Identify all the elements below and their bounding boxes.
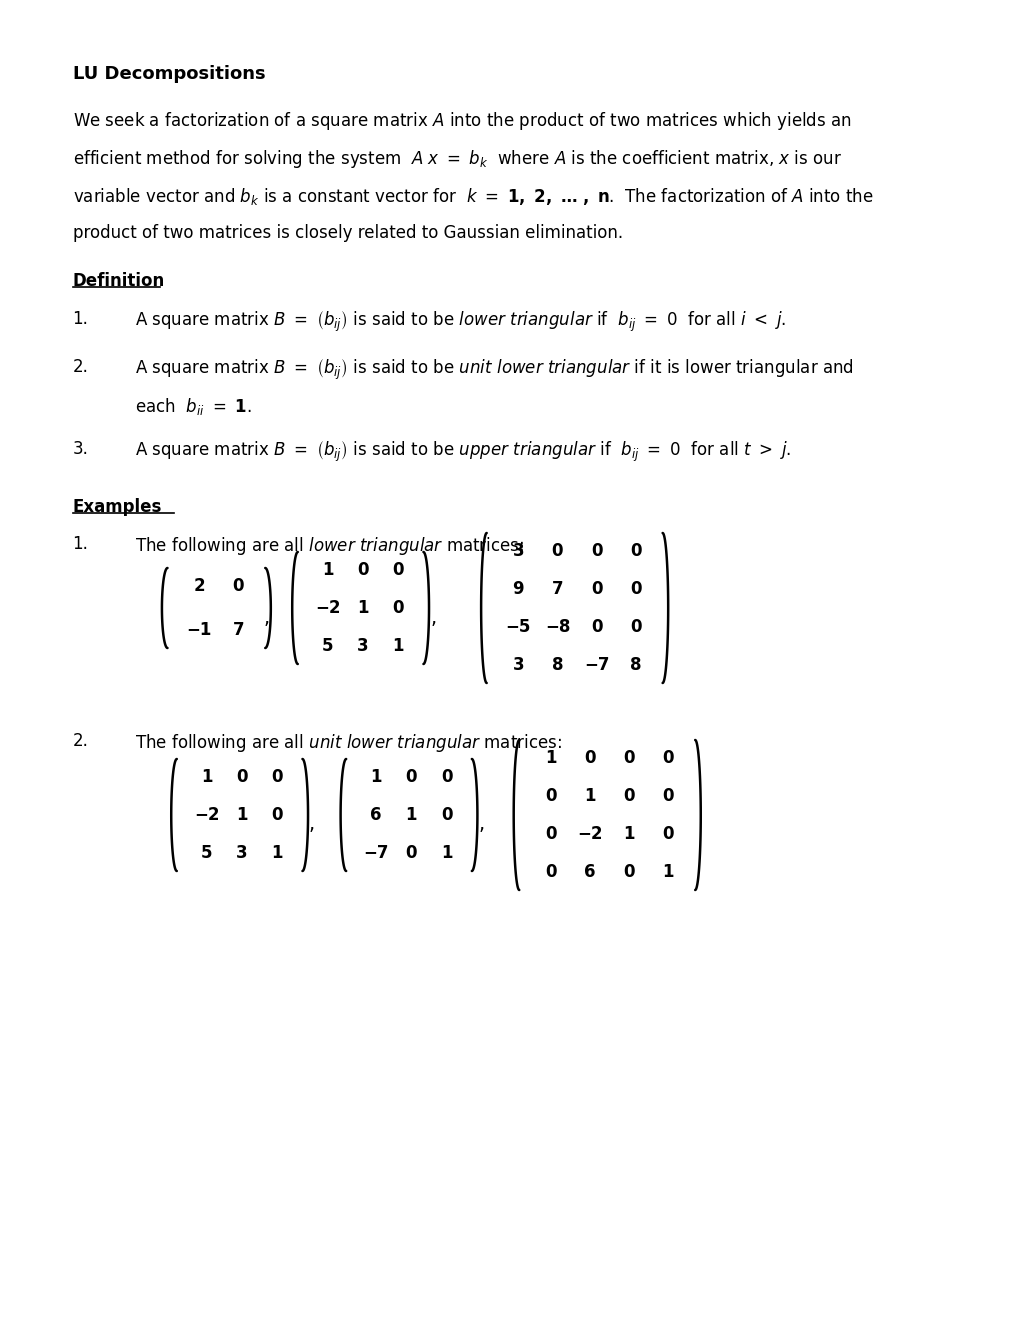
- Text: −2: −2: [577, 825, 602, 843]
- Text: 2.: 2.: [72, 358, 89, 376]
- Text: −2: −2: [315, 599, 340, 616]
- Text: A square matrix $\mathbf{\mathit{B}}\ =\ \left(b_{ij}\right)$ is said to be $\ma: A square matrix $\mathbf{\mathit{B}}\ =\…: [135, 440, 791, 465]
- Text: 0: 0: [232, 577, 244, 595]
- Text: 1: 1: [370, 768, 381, 785]
- Text: ,: ,: [430, 609, 436, 627]
- Text: 6: 6: [584, 863, 595, 880]
- Text: 1: 1: [661, 863, 674, 880]
- Text: 1: 1: [322, 561, 333, 579]
- Text: 1: 1: [357, 599, 368, 616]
- Text: −5: −5: [505, 618, 531, 636]
- Text: 9: 9: [512, 579, 524, 598]
- Text: 1: 1: [440, 843, 452, 862]
- Text: −7: −7: [583, 656, 608, 675]
- Text: 5: 5: [322, 638, 333, 655]
- Text: The following are all $\mathit{lower\ triangular}$ matrices:: The following are all $\mathit{lower\ tr…: [135, 535, 524, 557]
- Text: −1: −1: [186, 620, 212, 639]
- Text: 0: 0: [661, 825, 674, 843]
- Text: 3.: 3.: [72, 440, 89, 458]
- Text: 0: 0: [630, 579, 641, 598]
- Text: Examples: Examples: [72, 498, 162, 516]
- Text: −2: −2: [194, 807, 219, 824]
- Text: 5: 5: [201, 843, 212, 862]
- Text: 7: 7: [232, 620, 244, 639]
- Text: 0: 0: [623, 863, 634, 880]
- Text: 0: 0: [440, 768, 452, 785]
- Text: −8: −8: [544, 618, 570, 636]
- Text: 0: 0: [623, 787, 634, 805]
- Text: Definition: Definition: [72, 272, 165, 290]
- Text: 0: 0: [271, 768, 283, 785]
- Text: ,: ,: [478, 816, 484, 834]
- Text: product of two matrices is closely related to Gaussian elimination.: product of two matrices is closely relat…: [72, 224, 623, 242]
- Text: 1: 1: [544, 748, 556, 767]
- Text: 0: 0: [544, 863, 556, 880]
- Text: 0: 0: [271, 807, 283, 824]
- Text: 0: 0: [544, 787, 556, 805]
- Text: −7: −7: [363, 843, 388, 862]
- Text: 1: 1: [406, 807, 417, 824]
- Text: LU Decompositions: LU Decompositions: [72, 65, 265, 83]
- Text: 0: 0: [661, 787, 674, 805]
- Text: 1: 1: [584, 787, 595, 805]
- Text: 0: 0: [406, 843, 417, 862]
- Text: We seek a factorization of a square matrix $\mathit{A}$ into the product of two : We seek a factorization of a square matr…: [72, 110, 851, 132]
- Text: 0: 0: [590, 543, 601, 560]
- Text: 0: 0: [623, 748, 634, 767]
- Text: 0: 0: [661, 748, 674, 767]
- Text: 2: 2: [194, 577, 205, 595]
- Text: 0: 0: [406, 768, 417, 785]
- Text: 1: 1: [236, 807, 248, 824]
- Text: ,: ,: [309, 816, 315, 834]
- Text: 0: 0: [357, 561, 368, 579]
- Text: 6: 6: [370, 807, 381, 824]
- Text: 8: 8: [551, 656, 562, 675]
- Text: 8: 8: [630, 656, 641, 675]
- Text: 0: 0: [590, 618, 601, 636]
- Text: 1.: 1.: [72, 310, 89, 327]
- Text: A square matrix $\mathbf{\mathit{B}}\ =\ \left(b_{ij}\right)$ is said to be $\ma: A square matrix $\mathbf{\mathit{B}}\ =\…: [135, 310, 786, 334]
- Text: 3: 3: [357, 638, 369, 655]
- Text: 3: 3: [512, 656, 524, 675]
- Text: 0: 0: [392, 561, 404, 579]
- Text: A square matrix $\mathbf{\mathit{B}}\ =\ \left(b_{ij}\right)$ is said to be $\ma: A square matrix $\mathbf{\mathit{B}}\ =\…: [135, 358, 853, 383]
- Text: 1: 1: [271, 843, 283, 862]
- Text: 0: 0: [590, 579, 601, 598]
- Text: 0: 0: [630, 543, 641, 560]
- Text: 0: 0: [551, 543, 562, 560]
- Text: 3: 3: [512, 543, 524, 560]
- Text: 0: 0: [392, 599, 404, 616]
- Text: 0: 0: [584, 748, 595, 767]
- Text: 1.: 1.: [72, 535, 89, 553]
- Text: each $\ \mathbf{\mathit{b}}_{ii}\ =\ \mathbf{1}$.: each $\ \mathbf{\mathit{b}}_{ii}\ =\ \ma…: [135, 396, 252, 417]
- Text: variable vector and $\mathbf{\mathit{b}}_k$ is a constant vector for  $\mathbf{\: variable vector and $\mathbf{\mathit{b}}…: [72, 186, 872, 207]
- Text: 1: 1: [623, 825, 634, 843]
- Text: 0: 0: [440, 807, 452, 824]
- Text: 0: 0: [544, 825, 556, 843]
- Text: 0: 0: [630, 618, 641, 636]
- Text: 2.: 2.: [72, 733, 89, 750]
- Text: 1: 1: [201, 768, 212, 785]
- Text: efficient method for solving the system  $\mathbf{\mathit{A}}\ \mathbf{\mathit{x: efficient method for solving the system …: [72, 148, 841, 170]
- Text: 0: 0: [236, 768, 248, 785]
- Text: 7: 7: [551, 579, 562, 598]
- Text: 1: 1: [392, 638, 404, 655]
- Text: The following are all $\mathit{unit\ lower\ triangular}$ matrices:: The following are all $\mathit{unit\ low…: [135, 733, 561, 754]
- Text: ,: ,: [263, 609, 269, 627]
- Text: 3: 3: [236, 843, 248, 862]
